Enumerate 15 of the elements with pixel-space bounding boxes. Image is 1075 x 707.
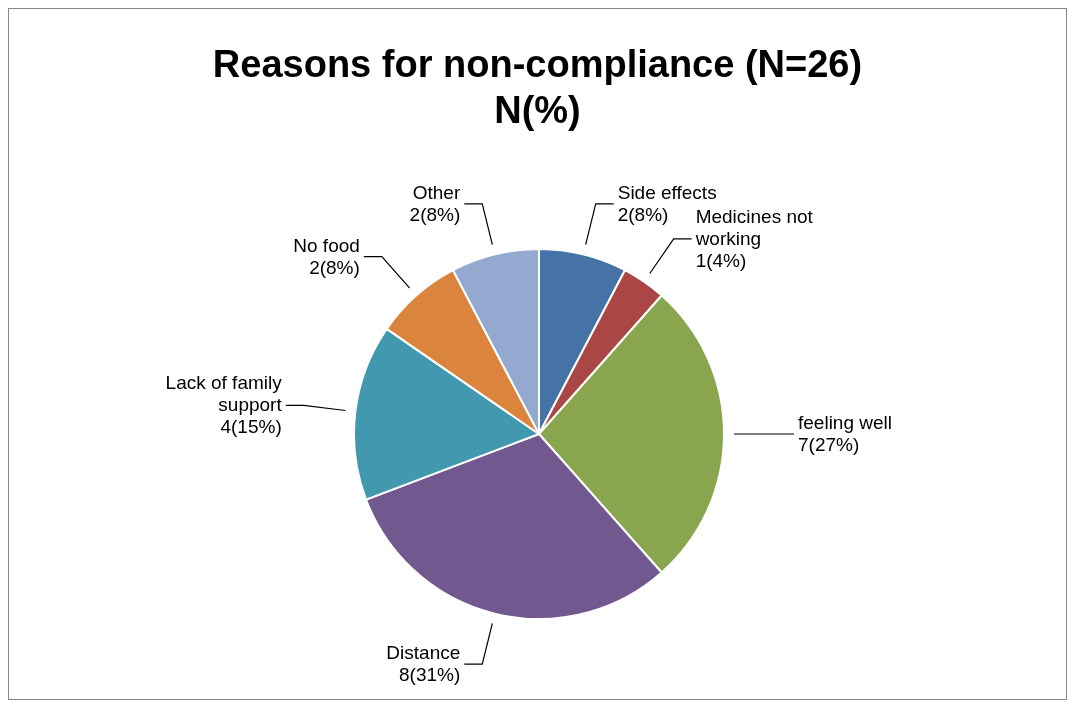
slice-label: Medicines not working <box>694 205 814 249</box>
data-label: 1(4%) <box>695 249 747 271</box>
slice-label: Side effects <box>617 181 717 203</box>
data-label: 7(27%) <box>798 434 860 455</box>
data-label: 2(8%) <box>309 256 360 278</box>
data-label: 2(8%) <box>409 203 461 225</box>
slice-label: Lack of family support <box>165 372 283 416</box>
slice-label: No food <box>293 234 360 256</box>
slice-label: Other <box>412 181 461 203</box>
data-label: 4(15%) <box>220 416 282 438</box>
data-label: 8(31%) <box>399 664 461 686</box>
data-label: 2(8%) <box>617 203 669 225</box>
slice-label: Distance <box>386 642 461 664</box>
slice-label: feeling well <box>798 412 892 433</box>
chart-title: Reasons for non-compliance (N=26) N(%) <box>211 42 864 133</box>
